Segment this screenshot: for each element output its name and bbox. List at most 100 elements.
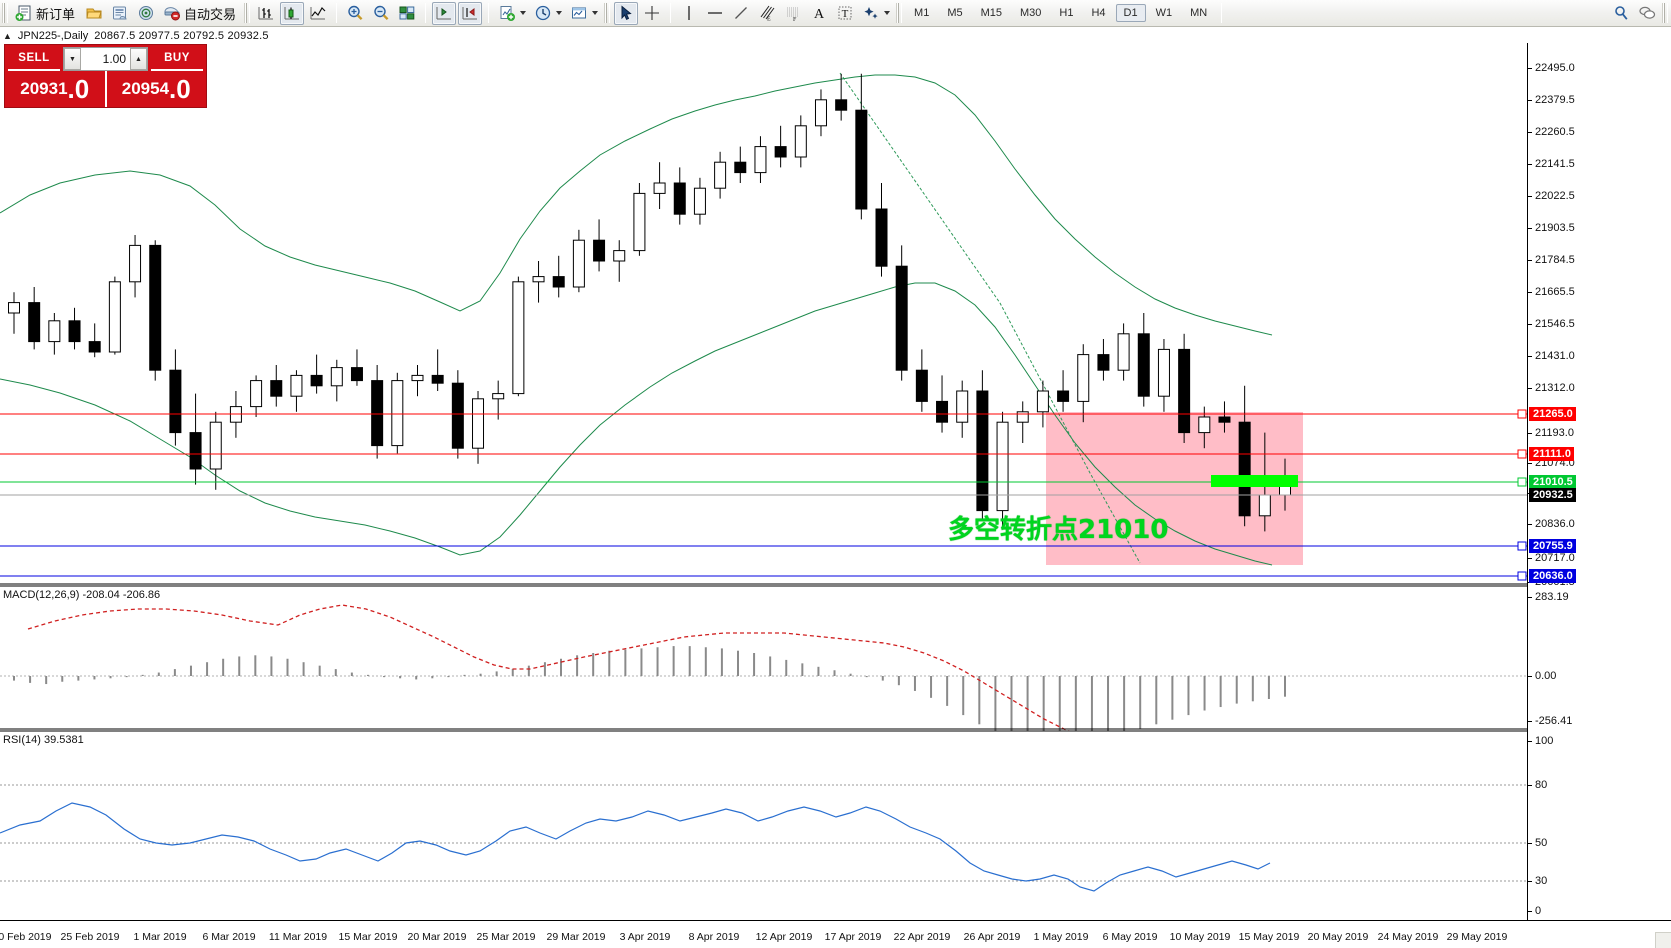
buy-price-integer: 20954 (121, 79, 170, 98)
fibonacci-retracement-button[interactable]: F (781, 2, 805, 25)
timeframe-h4[interactable]: H4 (1091, 7, 1106, 19)
candle-body-bearish (673, 182, 686, 215)
trendline-button[interactable] (729, 2, 753, 25)
price-tag-support[interactable]: 21010.5 (1529, 475, 1576, 489)
zoom-in-button[interactable] (343, 2, 367, 25)
price-tick (1528, 388, 1532, 389)
price-tag-resistance-2[interactable]: 21111.0 (1529, 447, 1574, 461)
chart-shift-button[interactable] (432, 1, 457, 25)
toolbar-grip-5[interactable] (1662, 3, 1668, 23)
shapes-button[interactable] (859, 2, 893, 25)
candle-body-bearish (371, 380, 384, 447)
tile-windows-button[interactable] (395, 2, 419, 25)
timeframe-m1[interactable]: M1 (914, 7, 930, 19)
rsi-tick-label: 50 (1535, 837, 1548, 849)
auto-trading-icon (163, 4, 181, 22)
indicators-button[interactable] (495, 2, 529, 25)
auto-scroll-button[interactable] (458, 1, 483, 25)
candle-body-bullish (391, 380, 404, 447)
macd-signal-line (27, 604, 1071, 731)
pointer-button[interactable] (614, 1, 639, 25)
price-tick (1528, 292, 1532, 293)
toolbar-grip-2[interactable] (244, 3, 251, 23)
line-chart-button[interactable] (306, 2, 330, 25)
rsi-tick (1528, 785, 1532, 786)
target-handle-20755 (1517, 541, 1527, 551)
timeframe-m15[interactable]: M15 (980, 7, 1002, 19)
candle-body-bearish (1238, 421, 1251, 517)
candle-body-bearish (189, 432, 202, 470)
candle-body-bearish (431, 374, 444, 384)
macd-label: MACD(12,26,9) -208.04 -206.86 (3, 589, 161, 601)
text-object-icon: T (836, 4, 854, 22)
chart-annotation: 多空转折点21010 (948, 515, 1169, 545)
vertical-line-button[interactable] (677, 2, 701, 25)
chat-button[interactable] (1635, 2, 1659, 25)
candle-body-bullish (129, 244, 142, 283)
price-tick-label: 22379.5 (1535, 94, 1575, 106)
timeframe-h1[interactable]: H1 (1059, 7, 1074, 19)
price-tag-target-1[interactable]: 20755.9 (1529, 539, 1576, 553)
candle-body-bullish (1198, 416, 1211, 434)
chevron-down-icon[interactable] (520, 11, 527, 15)
sell-price[interactable]: 20931. 0 (5, 71, 107, 107)
rsi-line (0, 802, 1271, 892)
chevron-down-icon-4[interactable] (884, 11, 891, 15)
chevron-down-icon-2[interactable] (556, 11, 563, 15)
timeframe-m5[interactable]: M5 (947, 7, 963, 19)
toolbar-grip-4[interactable] (896, 3, 903, 23)
horizontal-line-button[interactable] (703, 2, 727, 25)
timeframe-m30[interactable]: M30 (1020, 7, 1042, 19)
macd-tick-label: 0.00 (1535, 670, 1557, 682)
price-axis[interactable]: 22495.0 22379.5 22260.5 22141.5 22022.5 … (1527, 43, 1671, 920)
oct-top-row: SELL ▼ 1.00 ▲ BUY (5, 45, 206, 71)
equidistant-channel-button[interactable]: E (755, 2, 779, 25)
scrollbar-corner (1655, 932, 1671, 948)
signals-button[interactable] (134, 2, 158, 25)
crosshair-button[interactable] (640, 2, 664, 25)
new-order-button[interactable]: 新订单 (12, 2, 80, 25)
templates-button[interactable] (567, 2, 601, 25)
sell-button[interactable]: SELL (8, 47, 60, 71)
one-click-trading-panel[interactable]: SELL ▼ 1.00 ▲ BUY 20931. 0 20954. 0 (4, 44, 207, 108)
candle-body-bearish (1178, 348, 1191, 434)
toolbar-grip[interactable] (2, 3, 8, 23)
text-label-button[interactable]: A (807, 2, 831, 25)
timeframe-mn[interactable]: MN (1190, 7, 1208, 19)
volume-stepper[interactable]: ▼ 1.00 ▲ (63, 47, 148, 71)
candlestick-chart-button[interactable] (280, 1, 305, 25)
volume-increase-button[interactable]: ▲ (130, 48, 147, 70)
volume-input[interactable]: 1.00 (81, 48, 130, 70)
highlight-rectangle (1046, 412, 1303, 565)
price-tick-label: 21665.5 (1535, 286, 1575, 298)
auto-trading-button[interactable]: 自动交易 (160, 2, 241, 25)
price-tag-target-2[interactable]: 20636.0 (1529, 569, 1576, 583)
buy-button[interactable]: BUY (151, 47, 203, 71)
date-axis[interactable]: 20 Feb 2019 25 Feb 2019 1 Mar 2019 6 Mar… (0, 920, 1671, 948)
news-icon (111, 4, 129, 22)
toolbar-grip-3[interactable] (604, 3, 611, 23)
timeframe-d1[interactable]: D1 (1115, 4, 1146, 22)
price-tag-resistance-1[interactable]: 21265.0 (1529, 407, 1576, 421)
bar-chart-button[interactable] (254, 2, 278, 25)
search-button[interactable] (1609, 2, 1633, 25)
chevron-down-icon-3[interactable] (592, 11, 599, 15)
chart-up-arrow-icon: ▲ (3, 30, 12, 41)
price-tag-last-price[interactable]: 20932.5 (1529, 488, 1576, 502)
price-tick (1528, 524, 1532, 525)
periods-button[interactable] (531, 2, 565, 25)
volume-decrease-button[interactable]: ▼ (64, 48, 81, 70)
timeframe-w1[interactable]: W1 (1155, 7, 1173, 19)
date-label: 20 Mar 2019 (407, 931, 467, 943)
sell-price-fraction: 0 (74, 74, 90, 104)
folder-button[interactable] (82, 2, 106, 25)
candle-body-bearish (1097, 354, 1110, 371)
price-tick-label: 22260.5 (1535, 126, 1575, 138)
chart-area[interactable]: MACD(12,26,9) -208.04 -206.86 RSI(14) 39… (0, 43, 1671, 920)
text-object-button[interactable]: T (833, 2, 857, 25)
zoom-out-button[interactable] (369, 2, 393, 25)
date-label: 20 Feb 2019 (0, 931, 52, 943)
news-button[interactable] (108, 2, 132, 25)
buy-price[interactable]: 20954. 0 (107, 71, 207, 107)
